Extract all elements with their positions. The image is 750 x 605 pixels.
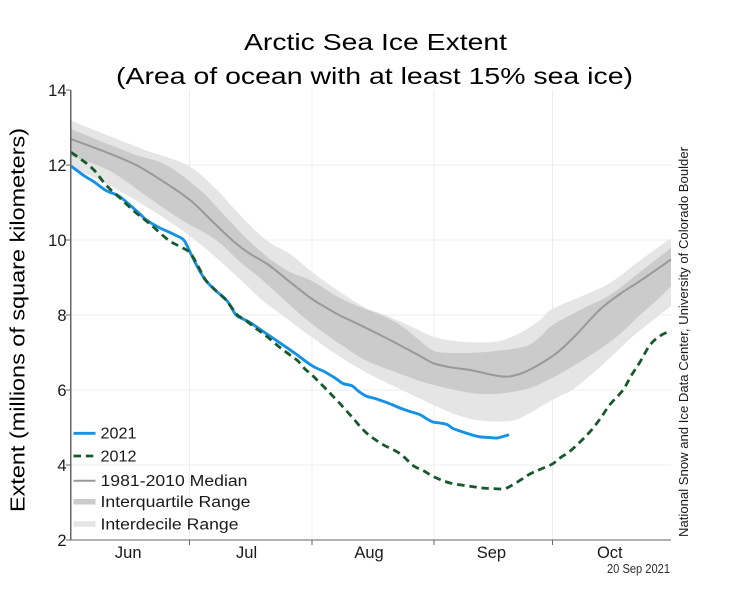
svg-text:2: 2 — [57, 532, 66, 550]
svg-text:Extent (millions of square kil: Extent (millions of square kilometers) — [8, 128, 30, 512]
svg-text:2012: 2012 — [101, 448, 137, 465]
svg-text:Sep: Sep — [477, 544, 506, 562]
svg-text:20 Sep 2021: 20 Sep 2021 — [607, 562, 670, 576]
svg-text:Oct: Oct — [597, 544, 623, 562]
svg-text:1981-2010 Median: 1981-2010 Median — [101, 473, 248, 490]
svg-text:National Snow and Ice Data Cen: National Snow and Ice Data Center, Unive… — [676, 146, 691, 537]
svg-text:6: 6 — [57, 382, 66, 400]
svg-text:14: 14 — [48, 82, 66, 100]
svg-text:Jun: Jun — [115, 544, 142, 562]
svg-text:Arctic Sea Ice Extent: Arctic Sea Ice Extent — [244, 29, 508, 55]
svg-text:8: 8 — [57, 307, 66, 325]
svg-text:10: 10 — [48, 232, 66, 250]
svg-text:2021: 2021 — [101, 426, 137, 443]
svg-text:Interquartile Range: Interquartile Range — [101, 494, 251, 511]
svg-text:4: 4 — [57, 457, 66, 475]
svg-text:12: 12 — [48, 157, 66, 175]
svg-text:Aug: Aug — [354, 544, 383, 562]
svg-text:Jul: Jul — [236, 544, 257, 562]
svg-text:(Area of ocean with at least 1: (Area of ocean with at least 15% sea ice… — [116, 63, 633, 89]
svg-text:Interdecile Range: Interdecile Range — [101, 516, 239, 533]
